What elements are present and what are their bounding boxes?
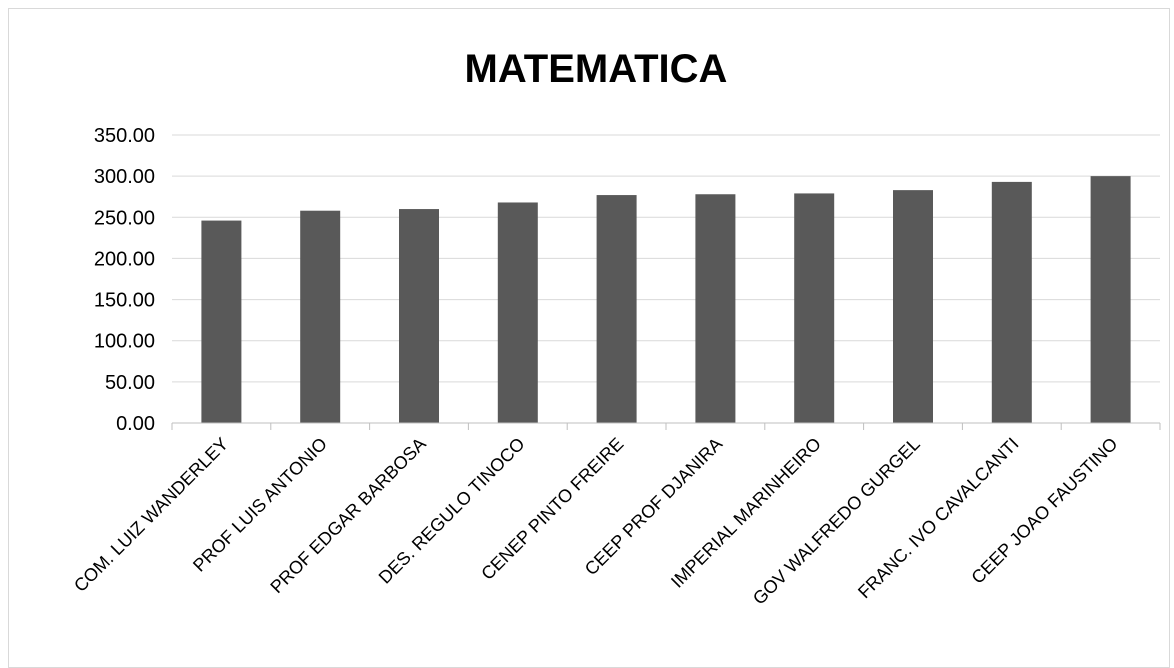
bar — [893, 190, 933, 423]
chart-title: MATEMATICA — [465, 47, 728, 91]
y-tick-label: 150.00 — [94, 290, 155, 312]
bar — [596, 195, 637, 423]
x-tick-label: PROF EDGAR BARBOSA — [266, 434, 429, 597]
bar — [497, 202, 538, 423]
x-tick-label: FRANC. IVO CAVALCANTI — [854, 434, 1023, 603]
bar — [1090, 176, 1131, 423]
y-tick-label: 250.00 — [94, 207, 155, 229]
bar — [695, 194, 736, 423]
y-tick-label: 50.00 — [105, 372, 155, 394]
y-tick-label: 0.00 — [116, 413, 155, 435]
bar — [201, 220, 242, 423]
bar — [399, 209, 439, 423]
y-tick-label: 300.00 — [94, 166, 155, 188]
bar — [794, 193, 835, 423]
bars — [201, 176, 1131, 423]
bar — [991, 181, 1032, 423]
x-axis — [171, 422, 1161, 430]
x-tick-label: GOV WALFREDO GURGEL — [749, 434, 924, 609]
y-axis-ticks: 0.00 50.00 100.00 150.00 200.00 250.00 300.00 3… — [94, 125, 155, 435]
y-tick-label: 100.00 — [94, 331, 155, 353]
y-tick-label: 200.00 — [94, 248, 155, 270]
y-tick-label: 350.00 — [94, 125, 155, 147]
bar — [300, 210, 341, 423]
x-tick-label: COM. LUIZ WANDERLEY — [70, 434, 232, 596]
